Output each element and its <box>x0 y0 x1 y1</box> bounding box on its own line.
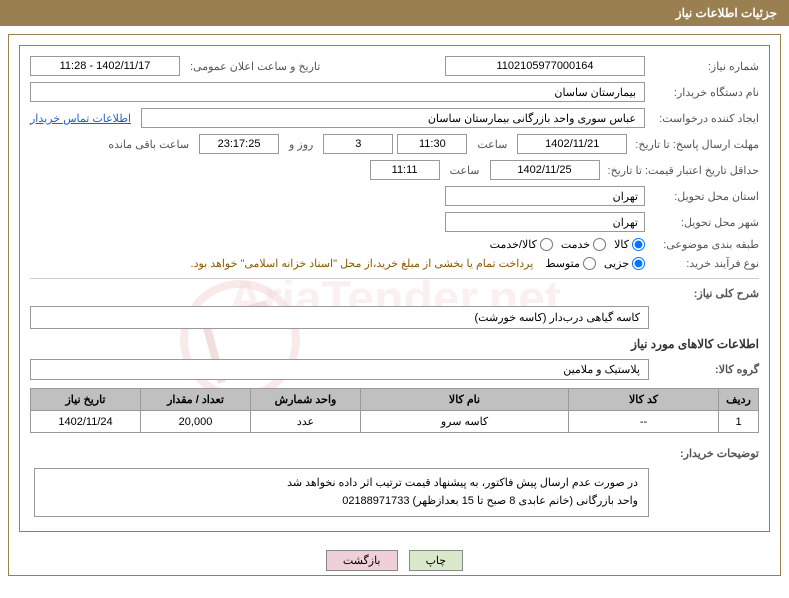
days-count-input[interactable] <box>323 134 393 154</box>
radio-item-small: جزیی <box>604 257 645 270</box>
row-buyer-notes: توضیحات خریدار: <box>30 433 759 460</box>
need-no-input[interactable] <box>445 56 645 76</box>
radio-service-label: خدمت <box>561 238 590 251</box>
row-delivery-province: استان محل تحویل: <box>30 186 759 206</box>
row-buyer-org: نام دستگاه خریدار: <box>30 82 759 102</box>
th-unit: واحد شمارش <box>251 389 361 411</box>
th-date: تاریخ نیاز <box>31 389 141 411</box>
radio-small[interactable] <box>632 257 645 270</box>
buyer-notes-line2: واحد بازرگانی (خانم عابدی 8 صبح تا 15 بع… <box>45 493 638 511</box>
radio-medium-label: متوسط <box>545 257 580 270</box>
page-title: جزئیات اطلاعات نیاز <box>676 6 777 20</box>
th-row: ردیف <box>719 389 759 411</box>
deadline-time-input[interactable] <box>397 134 467 154</box>
row-requester: ایجاد کننده درخواست: اطلاعات تماس خریدار <box>30 108 759 128</box>
requester-input[interactable] <box>141 108 645 128</box>
remaining-label: ساعت باقی مانده <box>102 138 195 151</box>
td-name: کاسه سرو <box>361 411 569 433</box>
items-table: ردیف کد کالا نام کالا واحد شمارش تعداد /… <box>30 388 759 433</box>
row-general-desc: شرح کلی نیاز: <box>30 287 759 300</box>
items-section-title: اطلاعات کالاهای مورد نیاز <box>30 337 759 351</box>
requester-label: ایجاد کننده درخواست: <box>649 112 759 125</box>
outer-frame: شماره نیاز: تاریخ و ساعت اعلان عمومی: نا… <box>8 34 781 576</box>
radio-item-service: خدمت <box>561 238 606 251</box>
delivery-city-label: شهر محل تحویل: <box>649 216 759 229</box>
goods-group-label: گروه کالا: <box>649 363 759 376</box>
print-button[interactable]: چاپ <box>409 550 464 571</box>
contact-link[interactable]: اطلاعات تماس خریدار <box>30 112 137 125</box>
buyer-notes-box: در صورت عدم ارسال پیش فاکتور، به پیشنهاد… <box>34 468 649 517</box>
table-row: 1 -- کاسه سرو عدد 20,000 1402/11/24 <box>31 411 759 433</box>
divider <box>30 278 759 279</box>
general-desc-box: کاسه گیاهی درب‌دار (کاسه خورشت) <box>30 306 649 329</box>
radio-small-label: جزیی <box>604 257 629 270</box>
payment-note: پرداخت تمام یا بخشی از مبلغ خرید،از محل … <box>191 257 542 270</box>
td-qty: 20,000 <box>141 411 251 433</box>
countdown-input[interactable] <box>199 134 279 154</box>
td-unit: عدد <box>251 411 361 433</box>
general-desc-label: شرح کلی نیاز: <box>649 287 759 300</box>
radio-both-label: کالا/خدمت <box>490 238 537 251</box>
row-deadline: مهلت ارسال پاسخ: تا تاریخ: ساعت روز و سا… <box>30 134 759 154</box>
radio-goods-label: کالا <box>614 238 629 251</box>
radio-medium[interactable] <box>583 257 596 270</box>
th-code: کد کالا <box>569 389 719 411</box>
category-radio-group: کالا خدمت کالا/خدمت <box>490 238 645 251</box>
page-header: جزئیات اطلاعات نیاز <box>0 0 789 26</box>
radio-goods[interactable] <box>632 238 645 251</box>
radio-service[interactable] <box>593 238 606 251</box>
deadline-label: مهلت ارسال پاسخ: تا تاریخ: <box>631 138 759 151</box>
radio-item-medium: متوسط <box>545 257 596 270</box>
days-and-label: روز و <box>283 138 319 151</box>
price-validity-date-input[interactable] <box>490 160 600 180</box>
td-date: 1402/11/24 <box>31 411 141 433</box>
th-name: نام کالا <box>361 389 569 411</box>
form-panel: شماره نیاز: تاریخ و ساعت اعلان عمومی: نا… <box>19 45 770 532</box>
buyer-org-label: نام دستگاه خریدار: <box>649 86 759 99</box>
buyer-org-input[interactable] <box>30 82 645 102</box>
price-validity-time-label: ساعت <box>444 164 486 177</box>
announce-label: تاریخ و ساعت اعلان عمومی: <box>184 60 441 73</box>
delivery-province-label: استان محل تحویل: <box>649 190 759 203</box>
buyer-notes-line1: در صورت عدم ارسال پیش فاکتور، به پیشنهاد… <box>45 475 638 493</box>
delivery-province-input[interactable] <box>445 186 645 206</box>
button-row: چاپ بازگشت <box>9 542 780 575</box>
deadline-time-label: ساعت <box>471 138 513 151</box>
table-header-row: ردیف کد کالا نام کالا واحد شمارش تعداد /… <box>31 389 759 411</box>
td-row: 1 <box>719 411 759 433</box>
row-category: طبقه بندی موضوعی: کالا خدمت کالا/خدمت <box>30 238 759 251</box>
need-no-label: شماره نیاز: <box>649 60 759 73</box>
radio-item-both: کالا/خدمت <box>490 238 553 251</box>
row-process: نوع فرآیند خرید: جزیی متوسط پرداخت تمام … <box>30 257 759 270</box>
category-label: طبقه بندی موضوعی: <box>649 238 759 251</box>
radio-both[interactable] <box>540 238 553 251</box>
buyer-notes-label: توضیحات خریدار: <box>649 433 759 460</box>
row-need-number: شماره نیاز: تاریخ و ساعت اعلان عمومی: <box>30 56 759 76</box>
goods-group-value: پلاستیک و ملامین <box>30 359 649 380</box>
row-delivery-city: شهر محل تحویل: <box>30 212 759 232</box>
process-label: نوع فرآیند خرید: <box>649 257 759 270</box>
delivery-city-input[interactable] <box>445 212 645 232</box>
process-radio-group: جزیی متوسط <box>545 257 645 270</box>
th-qty: تعداد / مقدار <box>141 389 251 411</box>
row-goods-group: گروه کالا: پلاستیک و ملامین <box>30 359 759 380</box>
row-price-validity: حداقل تاریخ اعتبار قیمت: تا تاریخ: ساعت <box>30 160 759 180</box>
price-validity-label: حداقل تاریخ اعتبار قیمت: تا تاریخ: <box>604 164 759 177</box>
back-button[interactable]: بازگشت <box>326 550 398 571</box>
td-code: -- <box>569 411 719 433</box>
announce-input[interactable] <box>30 56 180 76</box>
radio-item-goods: کالا <box>614 238 645 251</box>
price-validity-time-input[interactable] <box>370 160 440 180</box>
deadline-date-input[interactable] <box>517 134 627 154</box>
